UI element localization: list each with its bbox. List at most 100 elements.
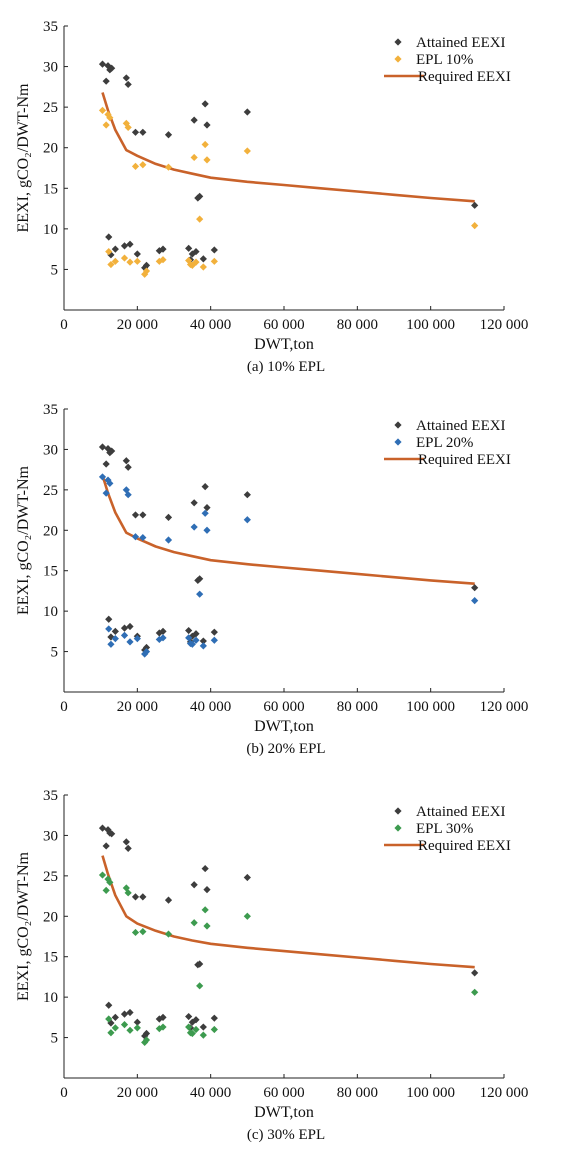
y-tick-label: 5 xyxy=(51,1031,59,1047)
data-point xyxy=(126,638,134,646)
data-point xyxy=(243,147,251,155)
data-point xyxy=(107,1029,115,1037)
data-point xyxy=(120,631,129,639)
data-point xyxy=(102,842,110,850)
x-tick-label: 100 000 xyxy=(406,1085,455,1101)
data-point xyxy=(164,513,173,521)
data-point xyxy=(106,114,114,122)
data-point xyxy=(243,108,251,116)
data-point xyxy=(126,1008,134,1017)
data-point xyxy=(107,633,115,641)
data-point xyxy=(139,928,147,936)
data-point xyxy=(185,626,193,635)
series-line-required-eexi xyxy=(101,92,475,203)
data-point xyxy=(155,635,163,644)
data-point xyxy=(104,476,112,484)
x-tick-label: 0 xyxy=(60,699,68,715)
series-epl xyxy=(98,871,479,1047)
x-tick-label: 100 000 xyxy=(406,317,455,333)
data-point xyxy=(139,128,147,136)
x-tick-label: 120 000 xyxy=(480,1085,529,1101)
data-point xyxy=(131,511,140,519)
x-axis-label: DWT,ton xyxy=(254,718,314,735)
legend-label: EPL 30% xyxy=(416,821,473,837)
data-point xyxy=(98,871,107,879)
chart-caption: (a) 10% EPL xyxy=(247,359,325,375)
data-point xyxy=(190,153,198,162)
data-point xyxy=(199,1023,207,1031)
y-tick-label: 10 xyxy=(43,990,58,1006)
data-point xyxy=(122,457,130,465)
data-point xyxy=(188,1029,196,1038)
x-tick-label: 80 000 xyxy=(337,699,378,715)
data-point xyxy=(142,267,151,275)
data-point xyxy=(164,930,173,938)
data-point xyxy=(120,1010,129,1018)
data-point xyxy=(192,1016,200,1024)
data-point xyxy=(210,636,218,644)
y-tick-label: 10 xyxy=(43,222,58,238)
data-point xyxy=(120,254,129,262)
data-point xyxy=(243,912,251,920)
data-point xyxy=(201,906,209,914)
data-point xyxy=(106,479,114,487)
data-point xyxy=(106,878,114,886)
data-point xyxy=(210,257,218,265)
x-tick-label: 20 000 xyxy=(117,317,158,333)
y-tick-label: 5 xyxy=(51,262,59,278)
data-point xyxy=(159,245,167,253)
data-point xyxy=(185,1023,193,1031)
data-point xyxy=(141,270,149,278)
data-point xyxy=(185,634,193,642)
data-point xyxy=(141,1038,149,1047)
series-line-required-eexi xyxy=(101,855,475,969)
data-point xyxy=(192,636,200,644)
data-point xyxy=(190,116,198,124)
data-point xyxy=(131,893,140,901)
x-tick-label: 60 000 xyxy=(263,317,304,333)
data-point xyxy=(196,960,204,968)
data-point xyxy=(201,509,209,517)
series-epl xyxy=(98,106,479,278)
data-point xyxy=(192,247,200,256)
data-point xyxy=(243,516,251,524)
data-point xyxy=(105,615,113,623)
data-point xyxy=(155,257,163,265)
data-point xyxy=(142,1036,151,1044)
y-tick-label: 20 xyxy=(43,909,58,925)
y-tick-label: 20 xyxy=(43,141,58,157)
chart-caption: (b) 20% EPL xyxy=(246,741,325,757)
data-point xyxy=(155,629,163,637)
data-point xyxy=(108,447,116,455)
y-tick-label: 5 xyxy=(51,645,59,661)
data-point xyxy=(102,489,110,497)
legend-label: Attained EEXI xyxy=(416,804,506,820)
data-point xyxy=(111,1024,119,1032)
y-axis-label: EEXI, gCO₂/DWT-Nm xyxy=(15,851,32,1001)
data-point xyxy=(126,1026,134,1034)
legend-label: Attained EEXI xyxy=(416,418,506,434)
chart-caption: (c) 30% EPL xyxy=(247,1127,325,1143)
data-point xyxy=(122,74,130,82)
data-point xyxy=(133,1024,141,1032)
data-point xyxy=(210,246,218,254)
data-point xyxy=(188,640,196,648)
data-point xyxy=(203,922,211,930)
data-point xyxy=(124,463,132,471)
data-point xyxy=(104,826,112,834)
data-point xyxy=(164,536,173,544)
data-point xyxy=(133,1018,141,1026)
y-axis-label: EEXI, gCO₂/DWT-Nm xyxy=(15,465,32,615)
data-point xyxy=(159,634,167,642)
chart-panel-2: 5 10 15 20 25 30 35 0 20 000 40 000 60 000 80 000 10… xyxy=(15,402,528,757)
x-tick-label: 120 000 xyxy=(480,699,529,715)
data-point xyxy=(102,121,110,129)
x-tick-label: 80 000 xyxy=(337,317,378,333)
y-tick-label: 20 xyxy=(43,523,58,539)
data-point xyxy=(199,255,207,263)
data-point xyxy=(98,473,107,481)
data-point xyxy=(102,886,110,895)
legend-label: Required EEXI xyxy=(418,452,511,468)
data-point xyxy=(164,896,173,904)
